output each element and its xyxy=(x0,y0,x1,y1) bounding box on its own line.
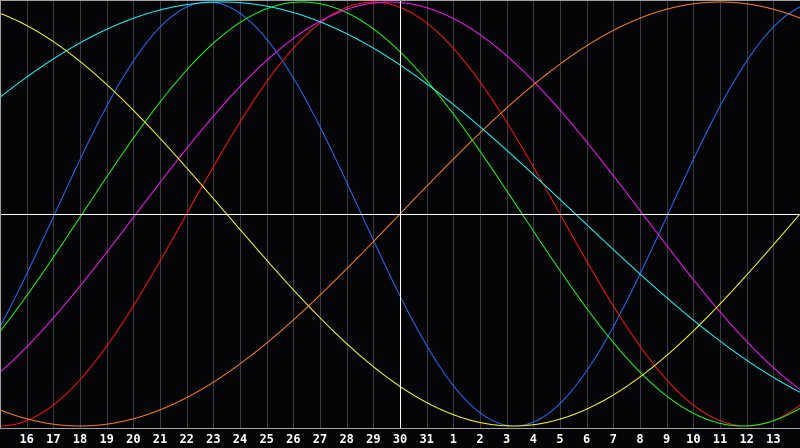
x-tick-label: 7 xyxy=(610,432,617,446)
x-tick-label: 4 xyxy=(530,432,537,446)
x-tick-label: 6 xyxy=(583,432,590,446)
x-tick-label: 12 xyxy=(739,432,753,446)
x-tick-label: 30 xyxy=(393,432,407,446)
x-tick-label: 19 xyxy=(99,432,113,446)
x-tick-label: 16 xyxy=(19,432,33,446)
x-tick-labels: 16 17 18 19 20 21 22 23 24 25 26 27 28 29 30 31 1 2 3 4 5 6 7 8… xyxy=(19,432,780,446)
x-tick-label: 9 xyxy=(663,432,670,446)
x-tick-label: 13 xyxy=(766,432,780,446)
x-tick-label: 1 xyxy=(450,432,457,446)
x-tick-label: 31 xyxy=(419,432,433,446)
x-tick-label: 17 xyxy=(46,432,60,446)
x-tick-label: 26 xyxy=(286,432,300,446)
x-tick-label: 28 xyxy=(339,432,353,446)
x-tick-label: 8 xyxy=(636,432,643,446)
x-tick-label: 5 xyxy=(556,432,563,446)
x-tick-label: 3 xyxy=(503,432,510,446)
x-tick-label: 11 xyxy=(713,432,727,446)
x-tick-label: 25 xyxy=(259,432,273,446)
x-tick-label: 2 xyxy=(476,432,483,446)
x-tick-label: 20 xyxy=(126,432,140,446)
x-tick-label: 22 xyxy=(179,432,193,446)
x-tick-label: 18 xyxy=(73,432,87,446)
axes xyxy=(0,0,800,429)
x-tick-label: 23 xyxy=(206,432,220,446)
x-tick-label: 10 xyxy=(686,432,700,446)
x-tick-label: 27 xyxy=(313,432,327,446)
x-tick-label: 24 xyxy=(233,432,247,446)
x-tick-label: 29 xyxy=(366,432,380,446)
x-tick-label: 21 xyxy=(153,432,167,446)
